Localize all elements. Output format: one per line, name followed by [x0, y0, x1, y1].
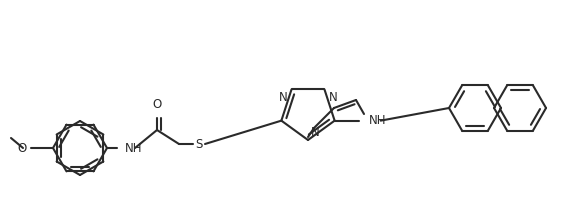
- Text: N: N: [311, 126, 320, 139]
- Text: N: N: [329, 91, 337, 104]
- Text: O: O: [18, 142, 27, 155]
- Text: NH: NH: [369, 114, 386, 127]
- Text: S: S: [195, 138, 203, 151]
- Text: NH: NH: [125, 142, 142, 155]
- Text: N: N: [279, 91, 288, 104]
- Text: O: O: [152, 98, 162, 111]
